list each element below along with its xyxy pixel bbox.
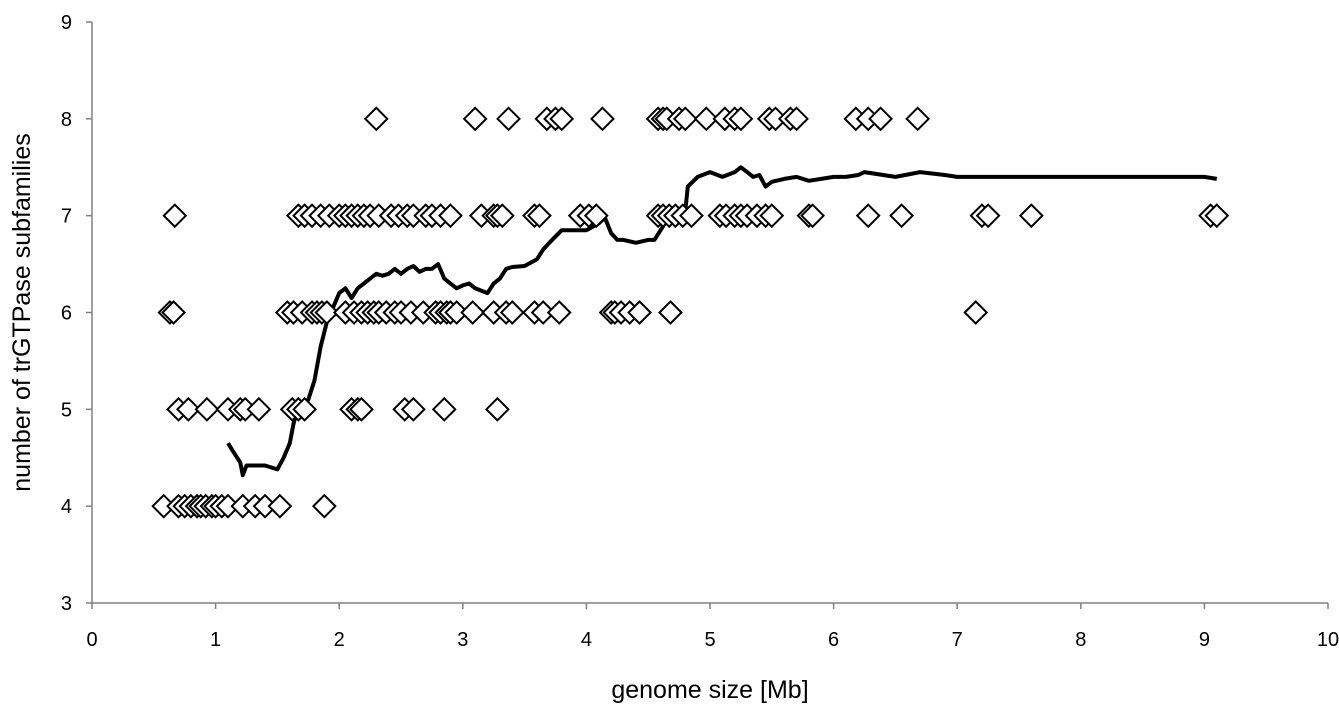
data-point bbox=[460, 300, 486, 325]
data-point bbox=[583, 203, 609, 229]
data-point bbox=[161, 300, 186, 325]
y-tick-label: 7 bbox=[61, 206, 72, 228]
x-tick-label: 4 bbox=[581, 629, 592, 651]
data-point bbox=[672, 106, 698, 132]
y-tick-label: 5 bbox=[61, 399, 72, 421]
data-point bbox=[363, 106, 389, 132]
data-point bbox=[693, 106, 719, 132]
x-tick-label: 0 bbox=[86, 629, 97, 651]
data-point bbox=[590, 106, 615, 132]
x-tick-label: 1 bbox=[210, 629, 221, 651]
data-point bbox=[292, 396, 318, 422]
data-point bbox=[175, 396, 201, 422]
data-point bbox=[963, 300, 989, 325]
x-tick-label: 9 bbox=[1199, 629, 1210, 651]
data-point bbox=[546, 300, 572, 325]
moving-average-line bbox=[226, 165, 1218, 478]
y-tick-label: 4 bbox=[61, 496, 72, 518]
data-point bbox=[800, 203, 826, 229]
x-tick-label: 10 bbox=[1317, 629, 1339, 651]
data-point bbox=[549, 106, 575, 132]
data-point bbox=[679, 203, 704, 229]
data-point bbox=[246, 396, 272, 422]
data-point bbox=[868, 106, 893, 132]
data-point bbox=[431, 396, 457, 422]
data-point bbox=[400, 396, 426, 422]
data-point bbox=[489, 203, 515, 229]
data-point bbox=[311, 493, 337, 519]
data-point bbox=[194, 396, 220, 422]
data-point bbox=[499, 300, 525, 325]
y-tick-label: 3 bbox=[61, 593, 72, 615]
points-layer bbox=[151, 106, 1230, 519]
data-point bbox=[1204, 203, 1230, 229]
x-axis-title: genome size [Mb] bbox=[611, 676, 808, 704]
y-tick-label: 8 bbox=[61, 109, 72, 131]
data-point bbox=[462, 106, 488, 132]
x-tick-label: 5 bbox=[704, 629, 715, 651]
ticks: 0 1 2 3 4 5 6 7 8 9 10 3 4 5 6 7 8 9 bbox=[61, 12, 1339, 651]
x-tick-label: 8 bbox=[1075, 629, 1086, 651]
data-point bbox=[496, 106, 521, 132]
data-point bbox=[855, 203, 881, 229]
data-point bbox=[975, 203, 1001, 229]
data-point bbox=[162, 203, 188, 229]
data-point bbox=[728, 106, 754, 132]
data-point bbox=[267, 493, 293, 519]
x-tick-label: 3 bbox=[457, 629, 468, 651]
y-axis-title: number of trGTPase subfamilies bbox=[8, 133, 36, 491]
data-point bbox=[658, 300, 683, 325]
y-tick-label: 6 bbox=[61, 303, 72, 325]
y-tick-label: 9 bbox=[61, 12, 72, 34]
data-point bbox=[759, 203, 785, 229]
data-point bbox=[527, 203, 552, 229]
data-point bbox=[889, 203, 914, 229]
data-point bbox=[784, 106, 809, 132]
data-point bbox=[349, 396, 374, 422]
data-point bbox=[314, 300, 340, 325]
data-point bbox=[1018, 203, 1044, 229]
data-point bbox=[484, 396, 510, 422]
x-tick-label: 7 bbox=[952, 629, 963, 651]
data-point bbox=[905, 106, 931, 132]
data-point bbox=[627, 300, 652, 325]
data-point bbox=[438, 203, 463, 229]
x-tick-label: 6 bbox=[828, 629, 839, 651]
trend-layer bbox=[226, 165, 1218, 478]
x-tick-label: 2 bbox=[334, 629, 345, 651]
